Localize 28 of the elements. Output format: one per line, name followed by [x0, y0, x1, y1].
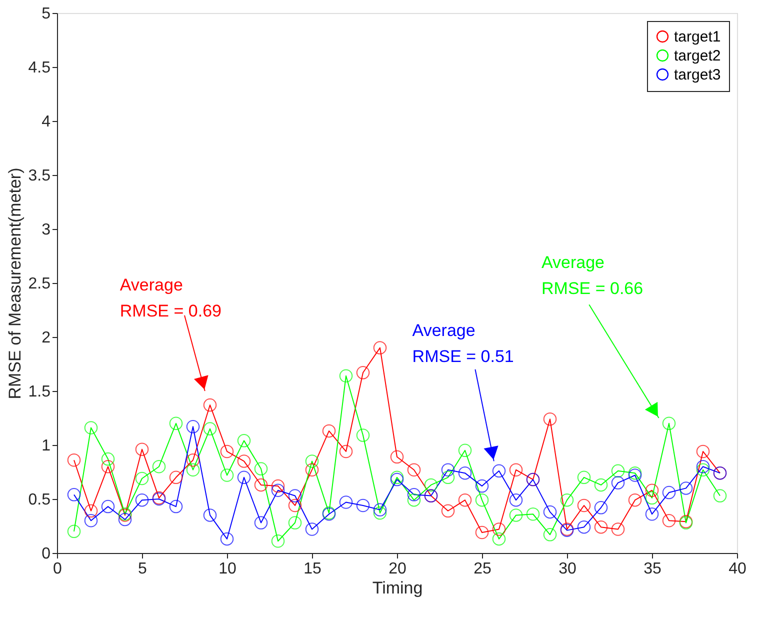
- x-tick-label: 20: [388, 560, 406, 578]
- y-tick-label: 5: [42, 6, 51, 22]
- y-tick-label: 4: [42, 114, 51, 130]
- x-tick-label: 25: [474, 560, 492, 578]
- legend-label: target1: [674, 28, 721, 46]
- x-tick-label: 0: [53, 560, 62, 578]
- y-tick-label: 0: [42, 546, 51, 562]
- x-axis-title: Timing: [372, 578, 423, 598]
- y-tick-label: 1: [42, 438, 51, 454]
- x-tick-label: 40: [728, 560, 746, 578]
- legend-label: target3: [674, 66, 721, 84]
- annotation: Average RMSE = 0.69: [120, 276, 222, 321]
- y-tick-label: 2: [42, 330, 51, 346]
- x-tick-label: 35: [644, 560, 662, 578]
- x-tick-label: 10: [218, 560, 236, 578]
- y-axis-title: RMSE of Measurement(meter): [5, 168, 24, 400]
- y-tick-label: 3.5: [28, 168, 51, 184]
- x-tick-label: 30: [558, 560, 576, 578]
- y-tick-label: 0.5: [28, 492, 51, 508]
- x-tick-label: 5: [138, 560, 148, 578]
- x-tick-label: 15: [304, 560, 322, 578]
- annotation: Average RMSE = 0.66: [542, 252, 644, 298]
- y-tick-label: 1.5: [28, 384, 51, 400]
- legend-label: target2: [674, 48, 721, 64]
- annotation: Average RMSE = 0.51: [412, 320, 514, 366]
- y-tick-label: 3: [42, 222, 51, 238]
- y-tick-label: 2.5: [28, 276, 51, 292]
- y-tick-label: 4.5: [28, 60, 51, 76]
